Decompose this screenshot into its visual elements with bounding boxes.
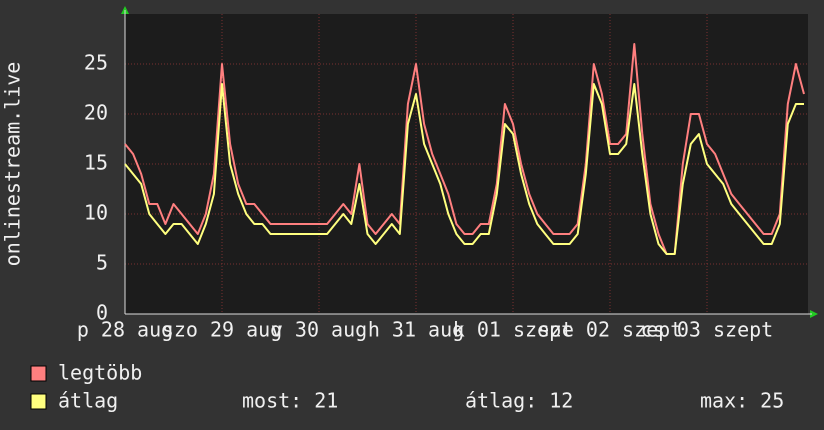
x-tick-label: sze 02 szept [538, 318, 683, 342]
y-tick-label: 20 [84, 101, 108, 125]
y-axis-label: onlinestream.live [1, 62, 25, 267]
series-line [124, 43, 805, 255]
y-tick-label: 5 [96, 251, 108, 275]
stat-value: 25 [760, 389, 784, 413]
x-tick-label: h 31 aug [368, 318, 464, 342]
series-line [124, 83, 804, 255]
plot-area [125, 14, 808, 314]
y-tick-label: 10 [84, 201, 108, 225]
y-tick-label: 0 [96, 301, 108, 325]
y-tick-label: 25 [84, 51, 108, 75]
x-tick-label: v 30 aug [271, 318, 367, 342]
stat-value: 12 [549, 389, 573, 413]
x-tick-label: p 28 aug [77, 318, 173, 342]
axis-arrow [810, 310, 818, 318]
x-tick-label: szo 29 aug [162, 318, 282, 342]
stat-label: átlag: [465, 389, 537, 413]
legend-label: legtöbb [58, 361, 142, 385]
stat-label: max: [700, 389, 748, 413]
stat-label: most: [242, 389, 302, 413]
x-tick-label: k 01 szept [453, 318, 573, 342]
legend-label: átlag [58, 389, 118, 413]
legend-swatch [30, 365, 47, 382]
y-tick-label: 15 [84, 151, 108, 175]
x-tick-label: cs 03 szept [641, 318, 773, 342]
stat-value: 21 [314, 389, 338, 413]
legend-swatch [30, 393, 47, 410]
